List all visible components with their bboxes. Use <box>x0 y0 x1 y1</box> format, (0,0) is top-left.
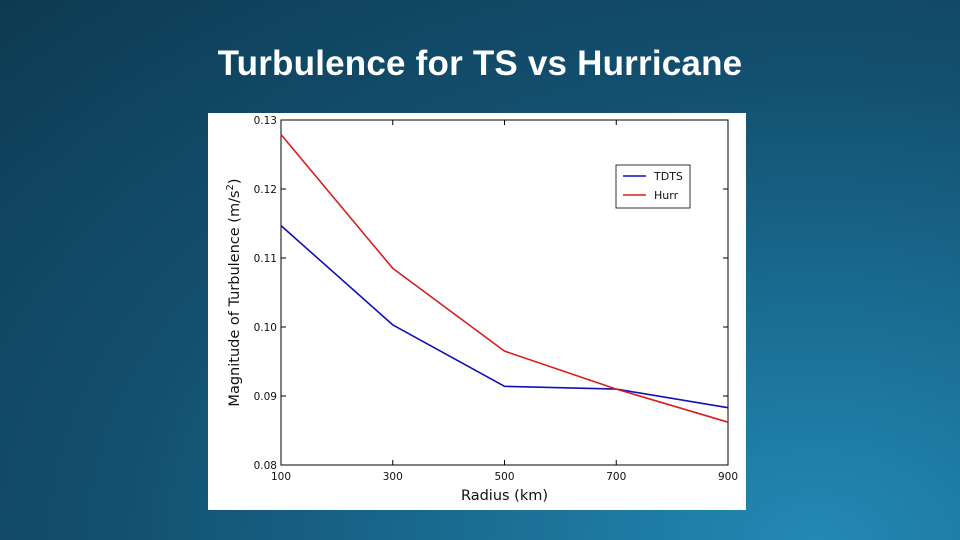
y-tick-label: 0.12 <box>254 184 277 196</box>
line-chart: 0.08 0.09 0.10 0.11 0.12 0.13 100 300 500 700 900… <box>225 115 738 504</box>
series-lines <box>280 133 729 423</box>
y-axis-label: Magnitude of Turbulence (m/s2) <box>225 178 243 406</box>
legend-label-hurr: Hurr <box>654 189 679 202</box>
legend-box <box>615 164 691 209</box>
series-line-tdts <box>280 225 729 409</box>
chart-panel: 0.08 0.09 0.10 0.11 0.12 0.13 100 300 500 700 900… <box>208 113 746 510</box>
x-tick-label: 900 <box>718 471 738 483</box>
y-tick-label: 0.09 <box>254 391 277 403</box>
y-axis-label-superscript: 2 <box>225 184 236 190</box>
y-ticks: 0.08 0.09 0.10 0.11 0.12 0.13 <box>254 115 728 472</box>
x-tick-label: 100 <box>271 471 291 483</box>
series-line-hurr <box>280 133 729 423</box>
y-axis-label-main: Magnitude of Turbulence (m/s <box>227 190 243 406</box>
y-tick-label: 0.10 <box>254 322 277 334</box>
x-tick-label: 500 <box>494 471 514 483</box>
x-axis-label: Radius (km) <box>461 488 548 504</box>
y-tick-label: 0.13 <box>254 115 277 127</box>
x-ticks: 100 300 500 700 900 <box>271 120 738 483</box>
x-tick-label: 300 <box>383 471 403 483</box>
y-tick-label: 0.08 <box>254 460 277 472</box>
legend-label-tdts: TDTS <box>653 170 683 183</box>
y-axis-label-close: ) <box>227 178 243 184</box>
x-tick-label: 700 <box>606 471 626 483</box>
legend: TDTS Hurr <box>615 164 691 209</box>
slide-title: Turbulence for TS vs Hurricane <box>217 44 743 83</box>
y-tick-label: 0.11 <box>254 253 277 265</box>
